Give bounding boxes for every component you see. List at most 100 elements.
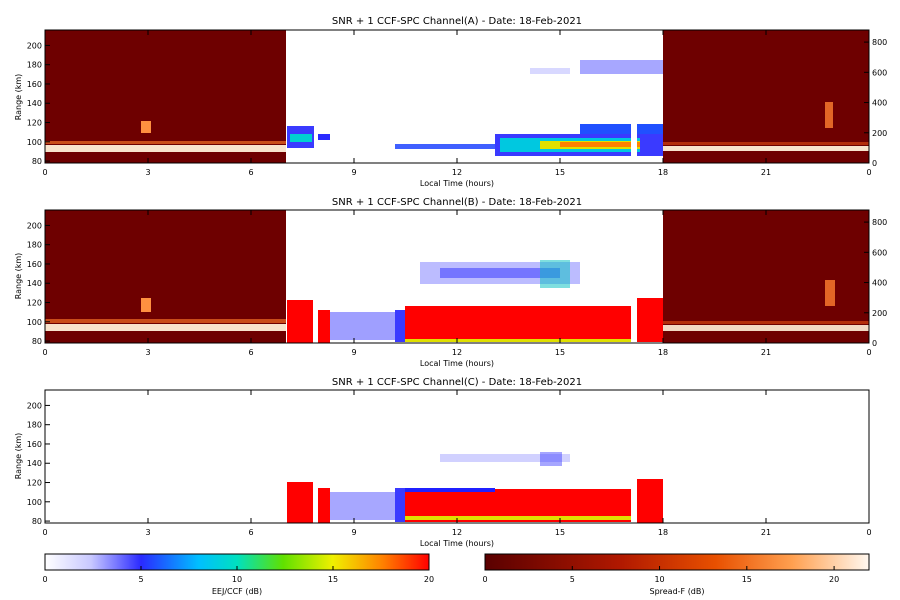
y-tick-label: 180 [27, 421, 42, 430]
spreadf-blob [141, 298, 151, 312]
colorbar-ticks: 0 5 10 15 20 [42, 566, 434, 584]
x-tick-label: 9 [351, 168, 356, 177]
x-tick-label: 18 [658, 528, 668, 537]
x-tick-label: 3 [145, 348, 150, 357]
x-tick-label: 6 [248, 528, 253, 537]
right-tick-label: 0 [872, 159, 877, 168]
colorbar-label: EEJ/CCF (dB) [212, 587, 262, 596]
x-tick-label: 0 [42, 168, 47, 177]
colorbar-tick-label: 5 [138, 575, 143, 584]
y-tick-label: 120 [27, 479, 42, 488]
x-tick-label: 21 [761, 528, 771, 537]
x-tick-label: 0 [42, 348, 47, 357]
colorbar-tick-label: 0 [42, 575, 47, 584]
night-segment [663, 30, 869, 163]
spreadf-blob [825, 102, 833, 128]
echo-layers [287, 260, 663, 343]
spreadf-blob [141, 121, 151, 133]
y-tick-label: 140 [27, 459, 42, 468]
y-tick-label: 80 [32, 337, 42, 346]
x-ticks: 0 3 6 9 12 15 18 21 0 [42, 30, 872, 177]
x-ticks: 0 3 6 9 12 15 18 21 0 [42, 390, 872, 537]
colorbar-tick-label: 10 [232, 575, 242, 584]
x-tick-label: 0 [866, 528, 871, 537]
y-axis-label: Range (km) [14, 253, 23, 300]
colorbar-tick-label: 20 [829, 575, 839, 584]
right-tick-label: 400 [872, 99, 887, 108]
y-tick-label: 80 [32, 517, 42, 526]
colorbar-tick-label: 20 [424, 575, 434, 584]
x-tick-label: 12 [452, 168, 462, 177]
x-tick-label: 6 [248, 168, 253, 177]
y-tick-label: 160 [27, 440, 42, 449]
panel-title: SNR + 1 CCF-SPC Channel(C) - Date: 18-Fe… [332, 377, 582, 388]
x-axis-label: Local Time (hours) [420, 179, 494, 188]
right-ticks: 0 200 400 600 800 [864, 38, 887, 168]
panel-channel-a: SNR + 1 CCF-SPC Channel(A) - Date: 18-Fe… [14, 16, 887, 188]
spreadf-band [45, 324, 286, 331]
x-axis-label: Local Time (hours) [420, 359, 494, 368]
night-segment [45, 30, 286, 163]
colorbar-tick-label: 0 [482, 575, 487, 584]
x-tick-label: 21 [761, 168, 771, 177]
right-tick-label: 600 [872, 248, 887, 257]
x-tick-label: 9 [351, 528, 356, 537]
y-axis-label: Range (km) [14, 433, 23, 480]
y-tick-label: 100 [27, 498, 42, 507]
colorbar-tick-label: 10 [654, 575, 664, 584]
y-tick-label: 200 [27, 221, 42, 230]
x-tick-label: 18 [658, 168, 668, 177]
panel-title: SNR + 1 CCF-SPC Channel(B) - Date: 18-Fe… [332, 197, 582, 208]
x-tick-label: 3 [145, 168, 150, 177]
x-axis-label: Local Time (hours) [420, 539, 494, 548]
x-ticks: 0 3 6 9 12 15 18 21 0 [42, 210, 872, 357]
spreadf-band [663, 321, 869, 324]
y-tick-label: 100 [27, 318, 42, 327]
y-tick-label: 140 [27, 99, 42, 108]
x-tick-label: 18 [658, 348, 668, 357]
colorbar-gradient [484, 553, 870, 571]
y-tick-label: 120 [27, 119, 42, 128]
x-tick-label: 0 [42, 528, 47, 537]
x-tick-label: 15 [555, 348, 565, 357]
x-tick-label: 21 [761, 348, 771, 357]
colorbar-tick-label: 15 [742, 575, 752, 584]
y-tick-label: 160 [27, 260, 42, 269]
colorbar-ticks: 0 5 10 15 20 [482, 566, 839, 584]
x-tick-label: 12 [452, 348, 462, 357]
colorbar-eej: 0 5 10 15 20 EEJ/CCF (dB) [42, 553, 434, 596]
spreadf-band [45, 141, 286, 144]
x-tick-label: 12 [452, 528, 462, 537]
colorbar-tick-label: 5 [570, 575, 575, 584]
spreadf-blob [825, 280, 835, 306]
right-tick-label: 800 [872, 218, 887, 227]
x-tick-label: 0 [866, 168, 871, 177]
x-tick-label: 0 [866, 348, 871, 357]
right-tick-label: 800 [872, 38, 887, 47]
y-axis-label: Range (km) [14, 74, 23, 121]
spreadf-band [45, 145, 286, 152]
y-tick-label: 180 [27, 61, 42, 70]
right-tick-label: 600 [872, 68, 887, 77]
echo-layers [287, 452, 663, 523]
y-tick-label: 140 [27, 279, 42, 288]
night-segment [663, 210, 869, 343]
y-ticks: 80 100 120 140 160 180 200 [27, 221, 50, 346]
colorbar-tick-label: 15 [328, 575, 338, 584]
x-tick-label: 15 [555, 528, 565, 537]
y-tick-label: 200 [27, 41, 42, 50]
spreadf-band [663, 142, 869, 145]
right-tick-label: 0 [872, 339, 877, 348]
y-tick-label: 120 [27, 299, 42, 308]
spreadf-band [663, 146, 869, 151]
panel-channel-c: SNR + 1 CCF-SPC Channel(C) - Date: 18-Fe… [14, 377, 872, 548]
panel-channel-b: SNR + 1 CCF-SPC Channel(B) - Date: 18-Fe… [14, 197, 887, 368]
x-tick-label: 15 [555, 168, 565, 177]
y-ticks: 80 100 120 140 160 180 200 [27, 401, 50, 526]
spreadf-band [663, 325, 869, 331]
right-tick-label: 200 [872, 129, 887, 138]
panel-title: SNR + 1 CCF-SPC Channel(A) - Date: 18-Fe… [332, 16, 582, 27]
night-segment [45, 210, 286, 343]
y-ticks: 80 100 120 140 160 180 200 [27, 41, 50, 166]
